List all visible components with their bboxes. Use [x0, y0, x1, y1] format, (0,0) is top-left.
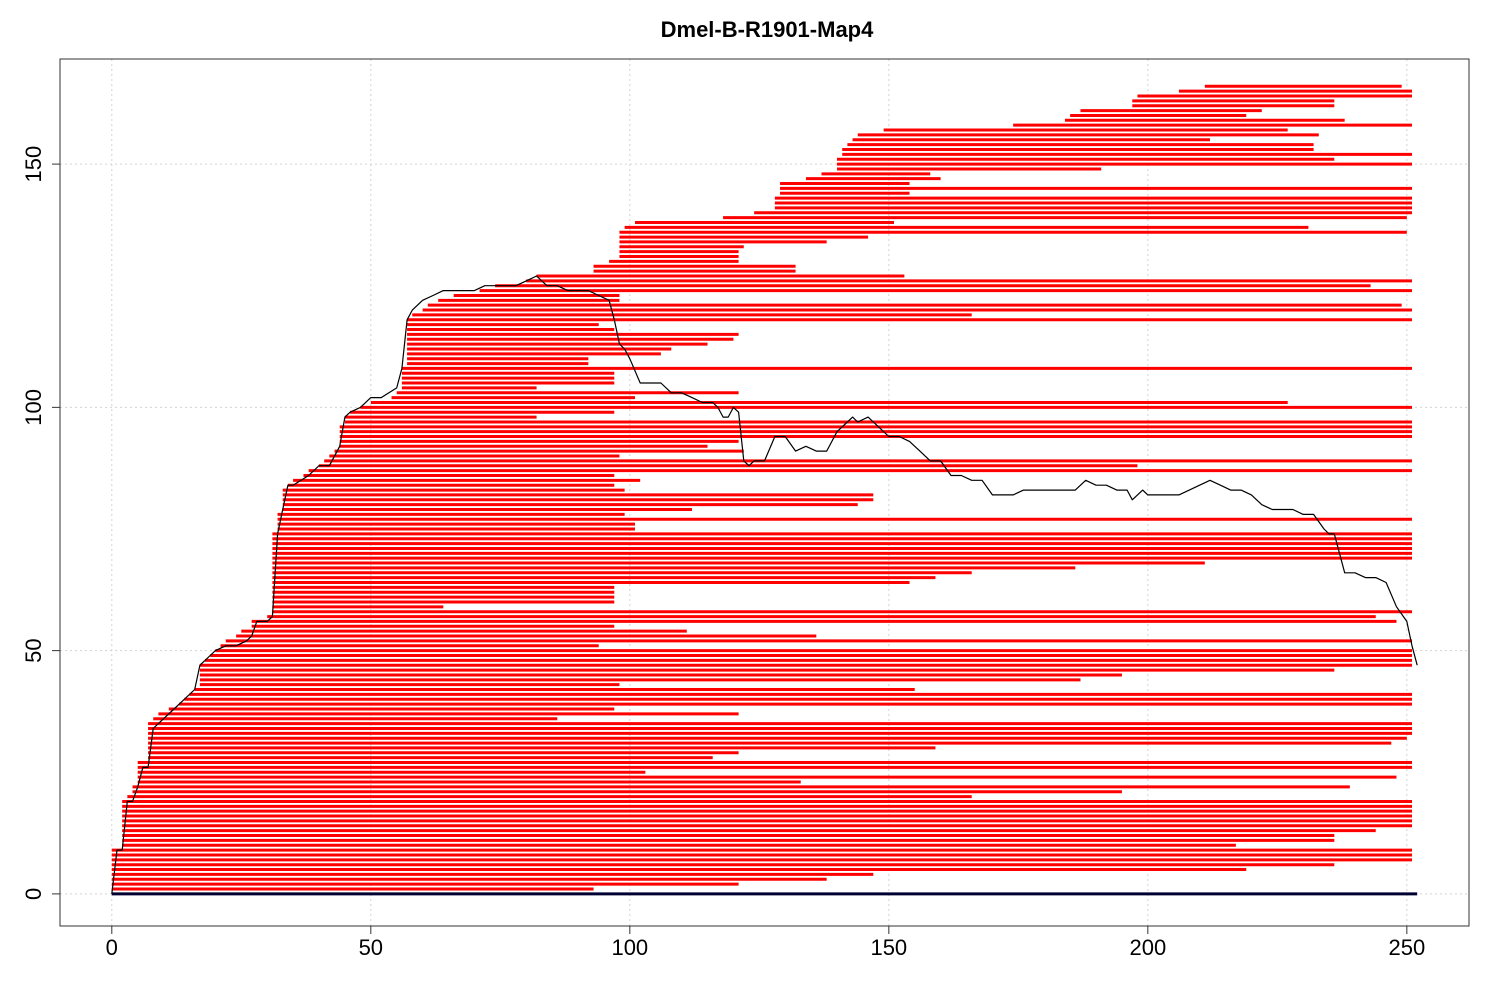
y-tick-label: 0 — [21, 888, 46, 900]
line-layer — [111, 275, 1418, 896]
x-tick-label: 250 — [1388, 935, 1425, 960]
segments-layer — [111, 84, 1413, 891]
y-tick-label: 50 — [21, 638, 46, 662]
y-tick-label: 150 — [21, 146, 46, 183]
coverage-line — [111, 275, 1418, 894]
x-tick-label: 200 — [1129, 935, 1166, 960]
x-tick-label: 50 — [359, 935, 383, 960]
x-tick-label: 0 — [106, 935, 118, 960]
chart-title: Dmel-B-R1901-Map4 — [661, 17, 874, 42]
x-tick-label: 150 — [870, 935, 907, 960]
plot-frame — [59, 58, 1470, 927]
x-tick-label: 100 — [611, 935, 648, 960]
y-tick-label: 100 — [21, 389, 46, 426]
axes: 0 50 100 150 200 250 0 50 100 150 — [21, 146, 1425, 960]
